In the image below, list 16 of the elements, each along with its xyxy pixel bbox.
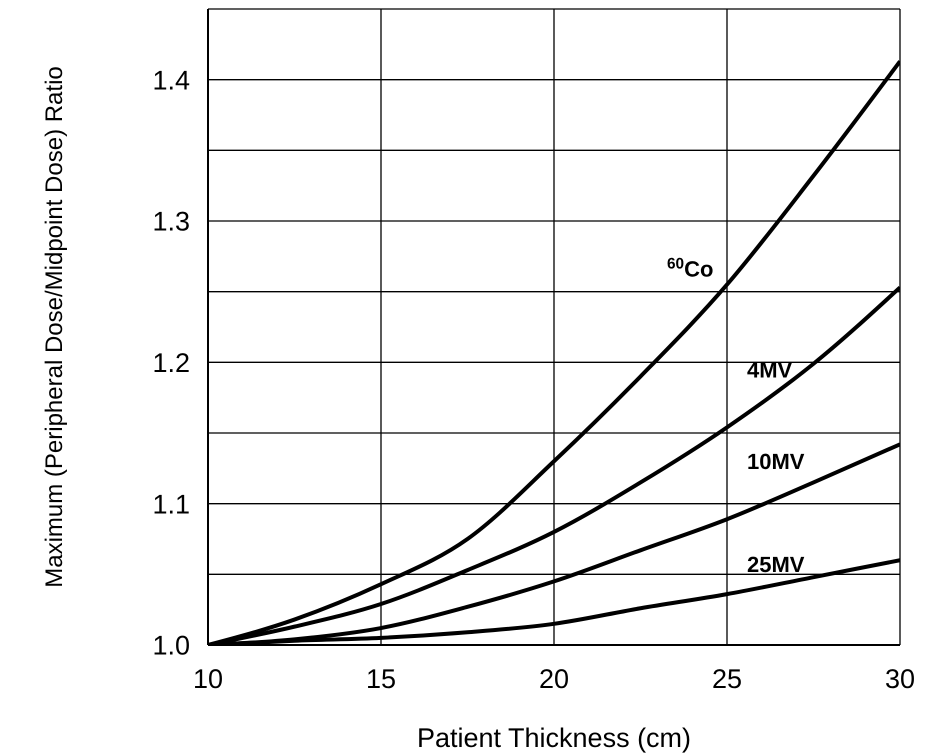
x-axis-title: Patient Thickness (cm) (416, 723, 692, 753)
series-label: 10MV (747, 449, 805, 474)
y-tick-label: 1.3 (152, 206, 190, 237)
y-tick-label: 1.0 (152, 630, 190, 661)
y-axis-title: Maximum (Peripheral Dose/Midpoint Dose) Ratio (41, 66, 68, 588)
y-tick-label: 1.4 (152, 65, 190, 96)
x-tick-label: 25 (712, 664, 742, 694)
x-tick-label: 15 (366, 664, 396, 694)
x-tick-label: 10 (192, 664, 224, 694)
x-tick-label: 20 (538, 664, 570, 694)
series-label: $^{60}$Co (667, 255, 714, 282)
series-label: 4MV (747, 357, 793, 382)
series-label: 25MV (747, 552, 805, 578)
y-tick-label: 1.1 (152, 489, 190, 520)
y-tick-label: 1.2 (152, 348, 190, 378)
x-tick-label: 30 (884, 664, 916, 694)
